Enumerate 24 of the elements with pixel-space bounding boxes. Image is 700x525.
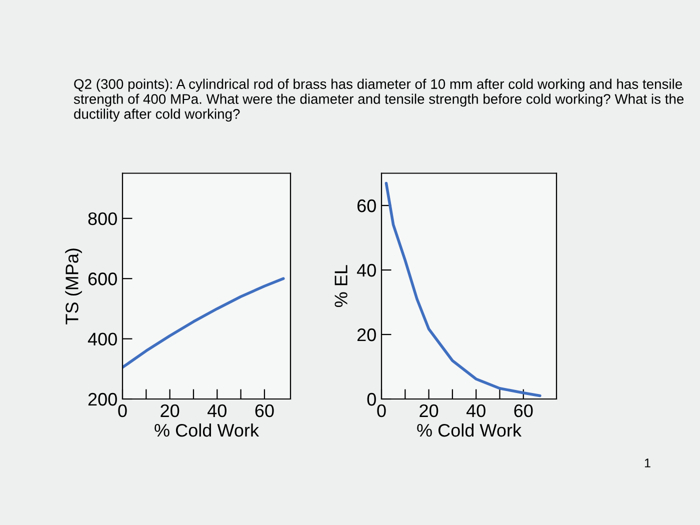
y-tick-label: 600	[88, 272, 117, 286]
y-tick-label: 200	[88, 392, 117, 406]
x-tick-label: 0	[118, 404, 127, 418]
y-tick-label: 0	[367, 392, 376, 406]
y-tick-label: 800	[88, 212, 117, 226]
x-tick-label: 40	[466, 404, 486, 418]
y-axis-title: TS (MPa)	[65, 248, 82, 324]
x-tick-label: 0	[377, 404, 386, 418]
x-tick-label: 20	[420, 404, 438, 418]
x-axis-title: % Cold Work	[154, 423, 260, 437]
text: 1	[644, 458, 650, 468]
y-axis-title: % EL	[334, 265, 348, 308]
y-tick-label: 400	[88, 332, 117, 346]
line-series	[384, 182, 542, 398]
x-tick-label: 40	[208, 404, 226, 418]
x-tick-label: 60	[255, 404, 274, 418]
text: Q2 (300 points): A cylindrical rod of brass has diameter of 10 mm after cold working and has tensile strength of 400 MPa. What were the diameter and tensile strength before cold working? What is the ductility after cold working?	[74, 78, 684, 122]
y-tick-label: 40	[356, 264, 376, 277]
x-tick-label: 60	[514, 404, 533, 418]
x-tick-label: 20	[160, 404, 180, 418]
x-axis-title: % Cold Work	[417, 423, 522, 437]
y-tick-label: 60	[357, 199, 376, 212]
y-tick-label: 20	[357, 328, 376, 342]
line-series	[122, 277, 285, 369]
